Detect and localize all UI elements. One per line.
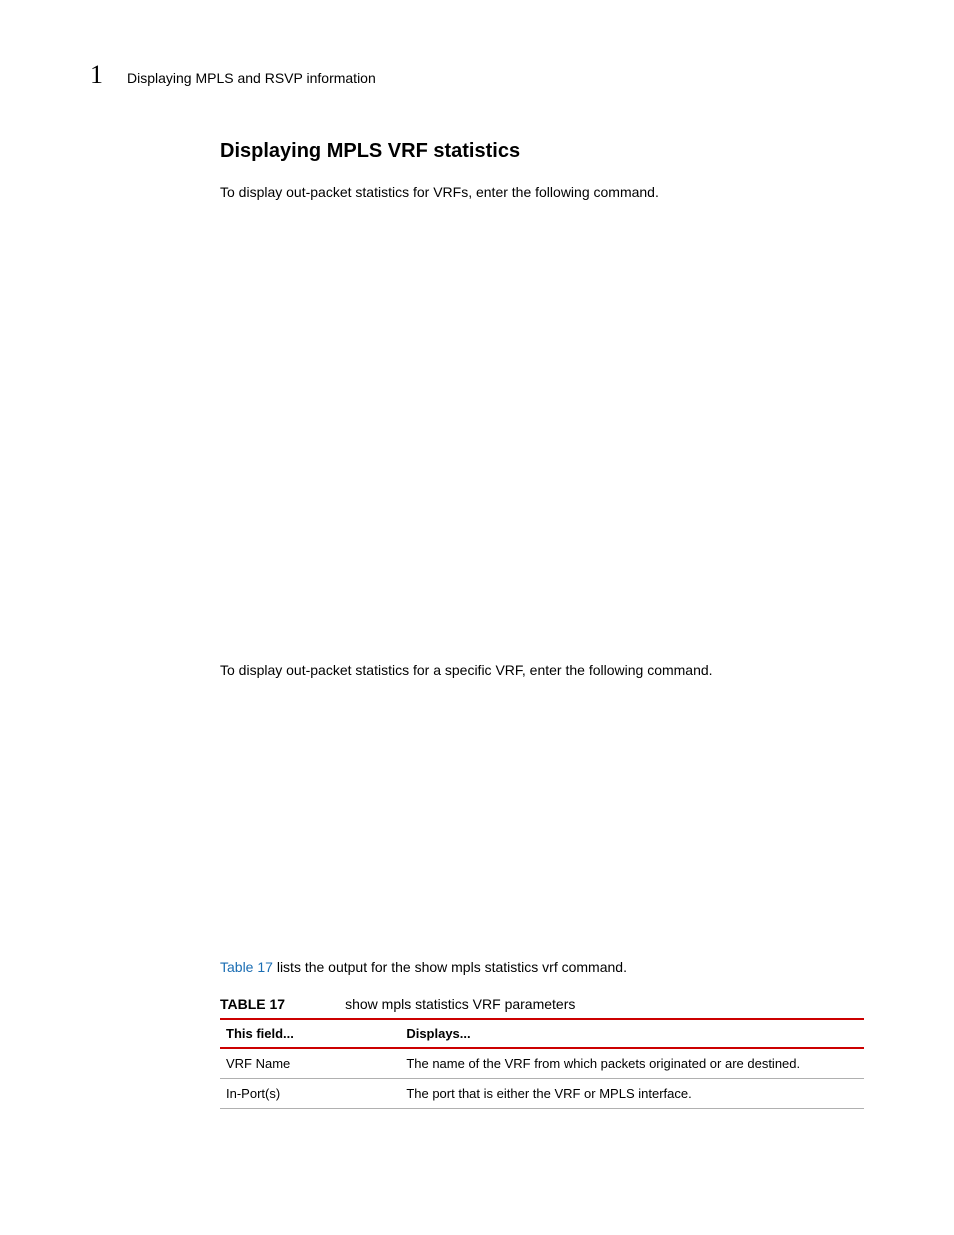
table-reference: Table 17 lists the output for the show m… bbox=[220, 958, 864, 978]
table-caption-text: show mpls statistics VRF parameters bbox=[345, 996, 575, 1012]
table-label: TABLE 17 bbox=[220, 996, 285, 1012]
table-row: VRF Name The name of the VRF from which … bbox=[220, 1048, 864, 1079]
table-header-row: This field... Displays... bbox=[220, 1019, 864, 1048]
table-caption: TABLE 17 show mpls statistics VRF paramet… bbox=[220, 996, 864, 1012]
intro-paragraph-1: To display out-packet statistics for VRF… bbox=[220, 183, 864, 203]
table-ref-link[interactable]: Table 17 bbox=[220, 959, 273, 975]
page: 1 Displaying MPLS and RSVP information D… bbox=[0, 0, 954, 1169]
table-cell-desc: The port that is either the VRF or MPLS … bbox=[400, 1078, 864, 1108]
table-cell-desc: The name of the VRF from which packets o… bbox=[400, 1048, 864, 1079]
chapter-title: Displaying MPLS and RSVP information bbox=[127, 70, 376, 86]
table-cell-field: VRF Name bbox=[220, 1048, 400, 1079]
table-cell-field: In-Port(s) bbox=[220, 1078, 400, 1108]
parameters-table: This field... Displays... VRF Name The n… bbox=[220, 1018, 864, 1109]
code-placeholder-1 bbox=[220, 211, 864, 661]
table-header-displays: Displays... bbox=[400, 1019, 864, 1048]
code-placeholder-2 bbox=[220, 688, 864, 958]
table-header-field: This field... bbox=[220, 1019, 400, 1048]
table-ref-text: lists the output for the show mpls stati… bbox=[273, 959, 627, 975]
table-row: In-Port(s) The port that is either the V… bbox=[220, 1078, 864, 1108]
chapter-number: 1 bbox=[90, 60, 103, 90]
content-area: Displaying MPLS VRF statistics To displa… bbox=[220, 140, 864, 1109]
intro-paragraph-2: To display out-packet statistics for a s… bbox=[220, 661, 864, 681]
page-header: 1 Displaying MPLS and RSVP information bbox=[90, 60, 864, 90]
section-heading: Displaying MPLS VRF statistics bbox=[220, 140, 864, 163]
